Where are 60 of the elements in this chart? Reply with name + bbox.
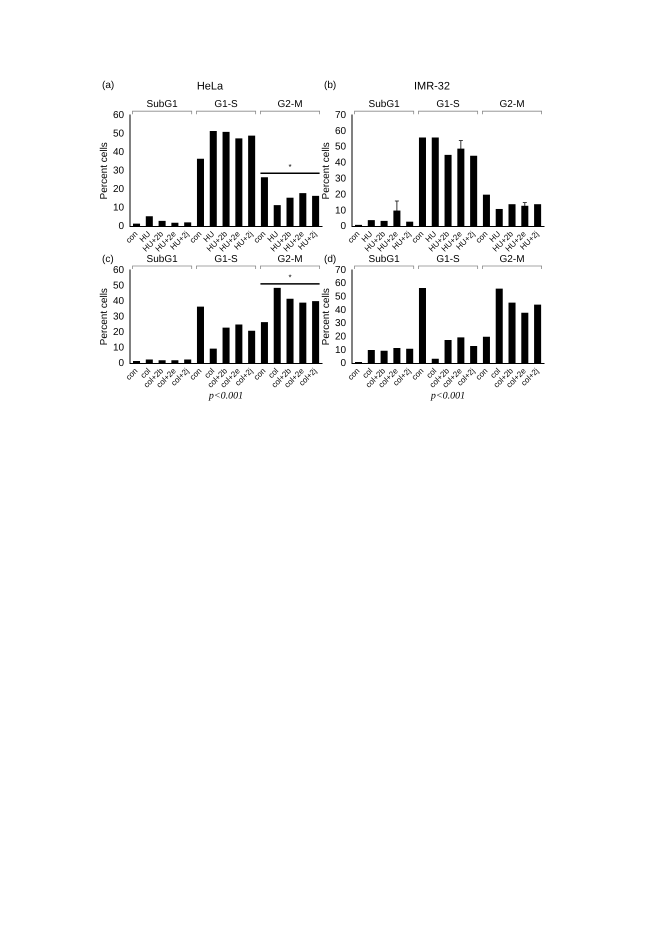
y-tick-label: 40 <box>335 158 347 169</box>
text: SubG1 <box>146 254 178 265</box>
y-tick-label: 30 <box>113 311 125 322</box>
y-tick-label: 40 <box>113 296 125 307</box>
y-tick-label: 70 <box>335 110 347 121</box>
chart-title: IMR-32 <box>414 80 450 93</box>
y-tick-label: 10 <box>335 344 347 356</box>
text: G2-M <box>278 254 303 265</box>
y-tick-label: 0 <box>340 358 347 370</box>
annotation: * <box>288 162 292 172</box>
y-tick-label: 10 <box>113 342 125 354</box>
y-tick-label: 20 <box>335 331 347 342</box>
y-tick-label: 50 <box>335 291 347 302</box>
y-tick-label: 50 <box>113 128 125 140</box>
text: (b) <box>324 80 336 91</box>
y-tick-label: 70 <box>335 264 347 276</box>
x-tick-label: con <box>346 366 362 382</box>
y-tick-label: 30 <box>335 318 347 330</box>
y-tick-label: 50 <box>335 142 347 153</box>
text: G2-M <box>500 254 525 265</box>
text: (a) <box>102 80 114 91</box>
text: G2-M <box>500 98 525 110</box>
y-tick-label: 60 <box>335 126 347 137</box>
y-tick-label: 40 <box>335 304 347 316</box>
text: G2-M <box>278 98 303 110</box>
text: G1-S <box>214 98 238 110</box>
y-tick-label: 0 <box>118 221 125 232</box>
text: G1-S <box>436 254 460 265</box>
x-tick-label: con <box>346 229 362 245</box>
annotation: * <box>288 273 292 282</box>
y-tick-label: 20 <box>335 189 347 200</box>
y-axis-title: Percent cells <box>320 142 332 200</box>
text: SubG1 <box>368 254 400 265</box>
text: (d) <box>324 254 336 265</box>
y-tick-label: 0 <box>340 221 347 232</box>
x-tick-label: con <box>124 366 140 382</box>
text: SubG1 <box>146 98 178 110</box>
text: G1-S <box>436 98 460 110</box>
y-tick-label: 10 <box>113 202 125 214</box>
y-tick-label: 30 <box>335 174 347 185</box>
y-tick-label: 10 <box>335 205 347 216</box>
text: G1-S <box>214 254 238 265</box>
y-tick-label: 60 <box>113 110 125 121</box>
x-axis-title: p<0.001 <box>208 390 244 402</box>
y-axis-title: Percent cells <box>98 288 110 346</box>
y-tick-label: 40 <box>113 147 125 158</box>
y-tick-label: 20 <box>113 327 125 338</box>
y-tick-label: 20 <box>113 184 125 196</box>
text: (c) <box>102 254 114 265</box>
y-tick-label: 60 <box>335 278 347 290</box>
y-tick-label: 30 <box>113 166 125 177</box>
text: SubG1 <box>368 98 400 110</box>
x-tick-label: con <box>124 229 140 245</box>
y-tick-label: 60 <box>113 264 125 276</box>
x-axis-title: p<0.001 <box>430 390 466 402</box>
y-tick-label: 0 <box>118 358 125 370</box>
y-axis-title: Percent cells <box>98 142 110 200</box>
y-axis-title: Percent cells <box>320 288 332 346</box>
chart-title: HeLa <box>196 80 224 93</box>
y-tick-label: 50 <box>113 280 125 292</box>
